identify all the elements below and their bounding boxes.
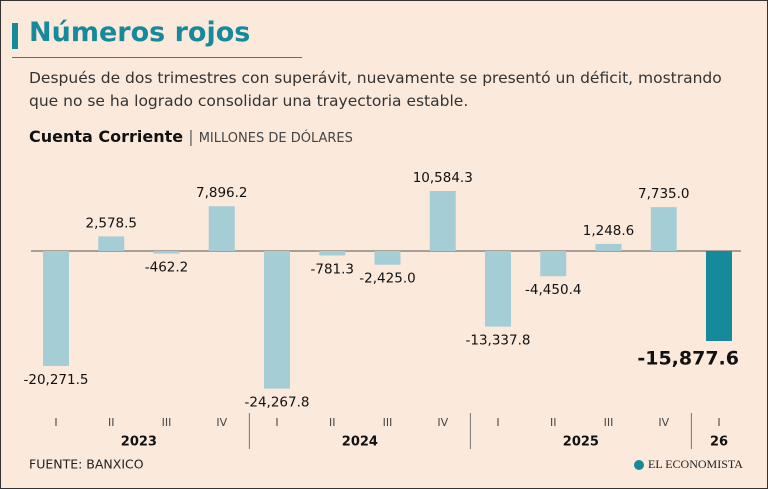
group-label: 2024 <box>342 435 378 450</box>
value-label: -462.2 <box>145 260 189 276</box>
bar <box>706 251 732 342</box>
group-label: 2023 <box>121 435 157 450</box>
x-tick-label: I <box>275 416 278 429</box>
value-label: -2,425.0 <box>359 271 415 287</box>
title-rule <box>12 57 302 58</box>
x-tick-label: I <box>496 416 499 429</box>
x-tick-label: III <box>162 416 172 429</box>
value-label: 7,896.2 <box>196 185 248 201</box>
bar <box>540 251 567 277</box>
bar <box>595 243 622 251</box>
value-label: 1,248.6 <box>583 223 635 239</box>
x-tick-label: II <box>329 416 336 429</box>
bar <box>153 251 180 254</box>
bar <box>98 236 125 251</box>
bar <box>485 251 511 327</box>
source: FUENTE: BANXICO <box>29 457 144 472</box>
x-tick-label: I <box>54 416 57 429</box>
x-tick-label: I <box>717 416 720 429</box>
x-tick-label: IV <box>437 416 448 429</box>
chart-title: Cuenta Corriente <box>29 127 184 146</box>
brand: EL ECONOMISTA <box>648 457 743 471</box>
value-label: -15,877.6 <box>637 348 739 370</box>
bar <box>374 251 401 265</box>
bar <box>43 251 69 366</box>
separator: | <box>188 127 194 146</box>
x-tick-label: III <box>604 416 614 429</box>
x-tick-label: IV <box>658 416 669 429</box>
x-tick-label: III <box>383 416 393 429</box>
value-label: -20,271.5 <box>24 372 89 388</box>
title-accent <box>12 23 18 49</box>
value-label: -24,267.8 <box>245 395 310 411</box>
x-tick-label: II <box>108 416 115 429</box>
group-label: 2025 <box>563 435 599 450</box>
x-tick-label: IV <box>216 416 227 429</box>
group-label: 26 <box>710 435 728 450</box>
bar <box>429 191 456 251</box>
value-label: -781.3 <box>310 261 354 277</box>
value-label: 10,584.3 <box>413 170 473 186</box>
bar <box>208 206 235 251</box>
subtitle: Después de dos trimestres con superávit,… <box>29 69 722 110</box>
value-label: 7,735.0 <box>638 186 690 202</box>
unit: MILLONES DE DÓLARES <box>198 131 353 146</box>
title: Números rojos <box>29 17 251 48</box>
bar <box>650 207 677 251</box>
value-label: -13,337.8 <box>466 333 531 349</box>
x-tick-label: II <box>550 416 557 429</box>
bar <box>319 251 346 256</box>
brand-icon <box>634 460 644 470</box>
value-label: -4,450.4 <box>525 282 581 298</box>
value-label: 2,578.5 <box>85 215 137 231</box>
bar <box>264 251 290 389</box>
chart-heading: Cuenta Corriente | MILLONES DE DÓLARES <box>29 127 353 146</box>
